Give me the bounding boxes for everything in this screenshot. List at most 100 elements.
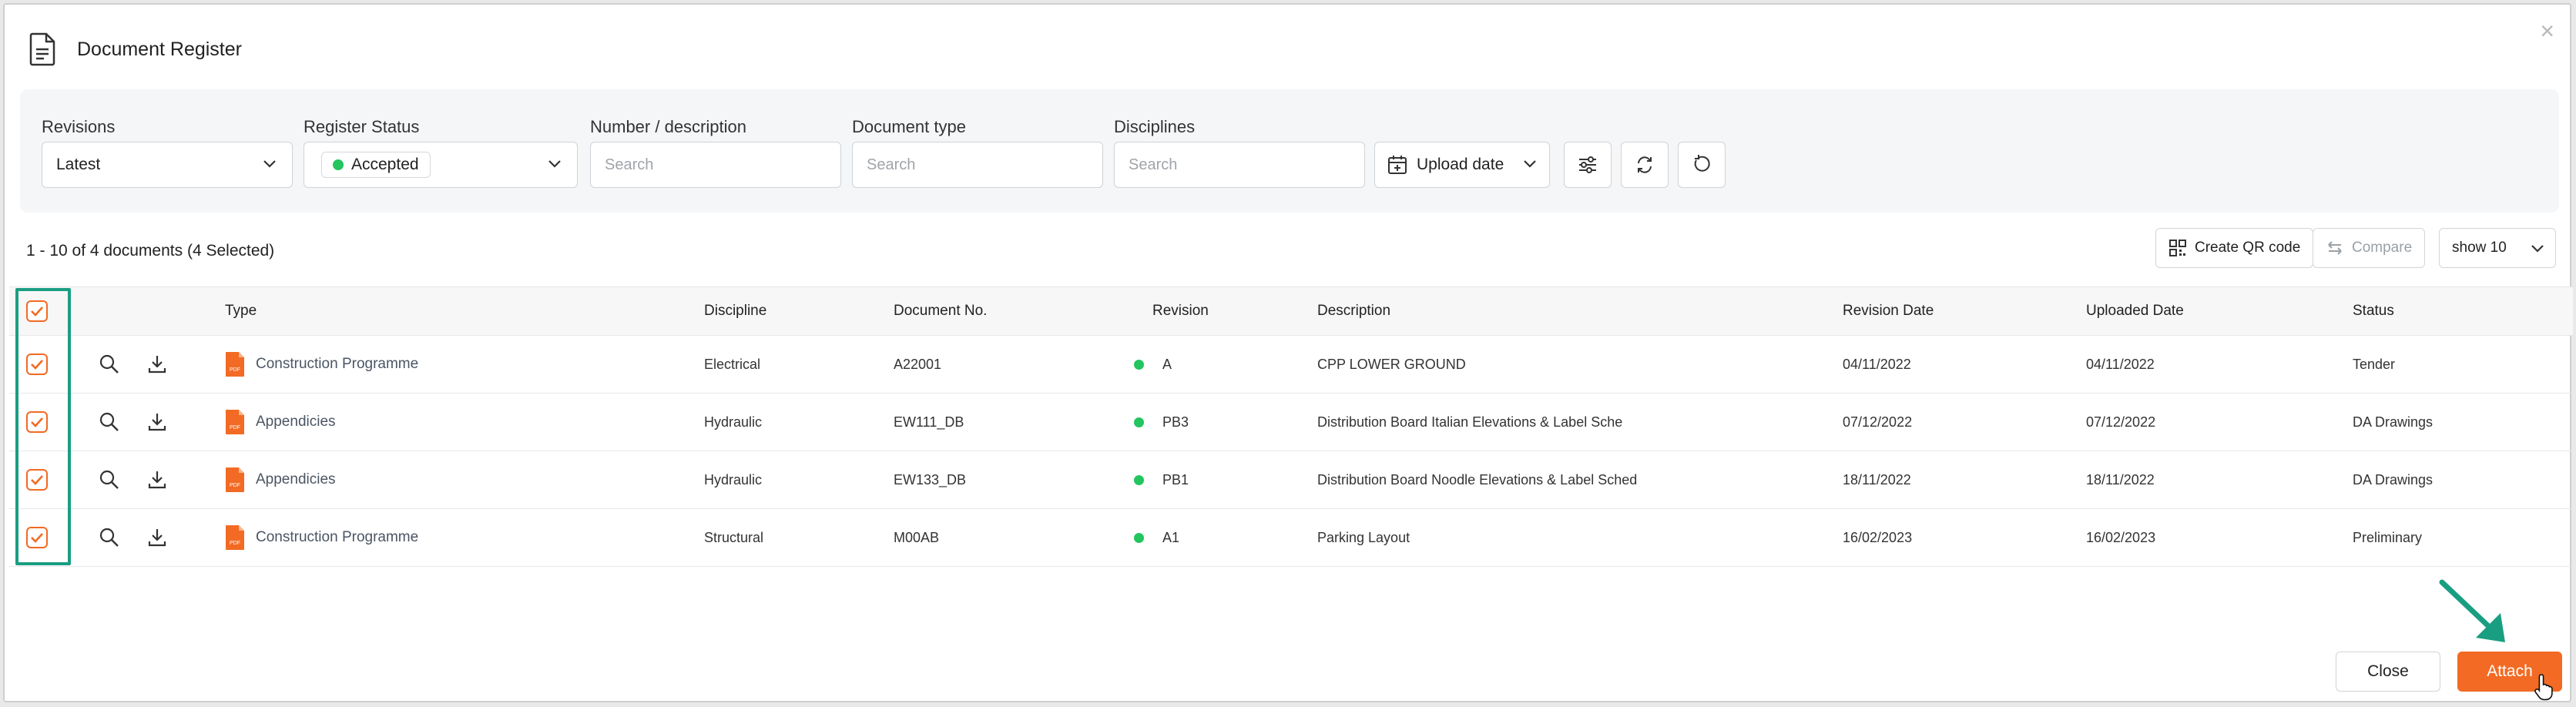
pdf-badge-text: PDF — [230, 483, 240, 488]
chevron-down-icon — [2531, 245, 2544, 253]
table-row[interactable]: PDF Appendicies Hydraulic EW133_DB PB1 D… — [9, 451, 2573, 509]
chevron-down-icon — [548, 160, 561, 168]
modal-title: Document Register — [77, 38, 242, 60]
document-type-input[interactable] — [867, 156, 1088, 174]
result-count: 1 - 10 of 4 documents (4 Selected) — [26, 242, 275, 260]
revision-status-dot — [1134, 417, 1144, 427]
column-header-description[interactable]: Description — [1317, 303, 1391, 319]
search-icon — [99, 470, 119, 489]
revision-cell: PB1 — [1134, 451, 1189, 508]
uploaded-date-cell: 07/12/2022 — [2086, 414, 2156, 430]
close-button[interactable]: Close — [2336, 652, 2440, 692]
date-filter-select[interactable]: Upload date — [1374, 142, 1550, 188]
check-icon — [31, 417, 43, 427]
row-select-cell — [26, 451, 48, 508]
download-action[interactable] — [146, 451, 168, 508]
row-checkbox[interactable] — [26, 411, 48, 433]
preview-action[interactable] — [99, 336, 120, 393]
row-select-cell — [26, 336, 48, 393]
discipline-cell: Electrical — [704, 356, 761, 372]
type-link[interactable]: Appendicies — [256, 414, 336, 430]
download-action[interactable] — [146, 394, 168, 451]
reset-icon — [1694, 155, 1710, 172]
number-description-input[interactable] — [605, 156, 827, 174]
disciplines-field[interactable] — [1114, 142, 1365, 188]
type-cell[interactable]: PDF Appendicies — [225, 451, 336, 508]
status-cell: DA Drawings — [2353, 414, 2433, 430]
select-all-checkbox[interactable] — [26, 300, 48, 322]
document-no-cell: EW111_DB — [894, 414, 964, 430]
pdf-file-icon: PDF — [226, 410, 244, 434]
type-cell[interactable]: PDF Construction Programme — [225, 509, 418, 566]
column-header-status[interactable]: Status — [2353, 303, 2394, 319]
discipline-cell: Hydraulic — [704, 471, 763, 488]
attach-button[interactable]: Attach — [2457, 652, 2562, 692]
revisions-select[interactable]: Latest — [42, 142, 293, 188]
revision-date-cell: 07/12/2022 — [1843, 414, 1913, 430]
register-status-value: Accepted — [351, 156, 419, 173]
sync-button[interactable] — [1621, 142, 1669, 188]
uploaded-date-cell: 16/02/2023 — [2086, 529, 2156, 545]
column-header-document-no[interactable]: Document No. — [894, 303, 988, 319]
uploaded-date-cell: 04/11/2022 — [2086, 356, 2155, 372]
preview-action[interactable] — [99, 451, 120, 508]
description-cell: Parking Layout — [1317, 529, 1410, 545]
document-type-field[interactable] — [852, 142, 1103, 188]
disciplines-label: Disciplines — [1114, 117, 1196, 136]
page-size-select[interactable]: show 10 — [2439, 228, 2556, 268]
revision-status-dot — [1134, 359, 1144, 370]
table-row[interactable]: PDF Appendicies Hydraulic EW111_DB PB3 D… — [9, 394, 2573, 451]
check-icon — [31, 475, 43, 485]
search-icon — [99, 412, 119, 431]
compare-arrows-icon — [2328, 241, 2342, 255]
create-qr-code-button[interactable]: Create QR code — [2155, 228, 2314, 268]
table-row[interactable]: PDF Construction Programme Electrical A2… — [9, 336, 2573, 394]
revision-date-cell: 16/02/2023 — [1843, 529, 1913, 545]
preview-action[interactable] — [99, 394, 120, 451]
preview-action[interactable] — [99, 509, 120, 566]
download-action[interactable] — [146, 509, 168, 566]
type-cell[interactable]: PDF Construction Programme — [225, 336, 418, 393]
row-checkbox[interactable] — [26, 469, 48, 491]
row-checkbox[interactable] — [26, 527, 48, 548]
table-row[interactable]: PDF Construction Programme Structural M0… — [9, 509, 2573, 567]
row-select-cell — [26, 394, 48, 451]
column-header-revision-date[interactable]: Revision Date — [1843, 303, 1934, 319]
status-cell: Tender — [2353, 356, 2396, 372]
download-action[interactable] — [146, 336, 168, 393]
compare-label: Compare — [2352, 240, 2413, 256]
sliders-icon — [1579, 156, 1596, 173]
description-cell: Distribution Board Noodle Elevations & L… — [1317, 471, 1638, 488]
reset-filters-button[interactable] — [1678, 142, 1726, 188]
status-cell: Preliminary — [2353, 529, 2423, 545]
chevron-down-icon — [263, 160, 276, 168]
type-cell[interactable]: PDF Appendicies — [225, 394, 336, 451]
compare-button[interactable]: Compare — [2313, 228, 2426, 268]
column-header-type[interactable]: Type — [225, 303, 257, 319]
date-filter-value: Upload date — [1417, 156, 1504, 173]
column-header-revision[interactable]: Revision — [1152, 303, 1209, 319]
advanced-filters-button[interactable] — [1564, 142, 1612, 188]
type-link[interactable]: Appendicies — [256, 471, 336, 488]
close-icon[interactable]: × — [2540, 17, 2554, 45]
discipline-cell: Structural — [704, 529, 764, 545]
column-header-discipline[interactable]: Discipline — [704, 303, 767, 319]
row-checkbox[interactable] — [26, 354, 48, 375]
qr-code-icon — [2169, 240, 2186, 256]
download-icon — [148, 529, 166, 547]
document-icon — [29, 32, 55, 66]
document-no-cell: EW133_DB — [894, 471, 967, 488]
column-header-uploaded-date[interactable]: Uploaded Date — [2086, 303, 2184, 319]
document-register-modal: Document Register × Revisions Latest Reg… — [3, 3, 2573, 702]
disciplines-input[interactable] — [1129, 156, 1350, 174]
register-status-select[interactable]: Accepted — [304, 142, 578, 188]
pdf-badge-text: PDF — [230, 367, 240, 373]
status-cell: DA Drawings — [2353, 471, 2433, 488]
number-description-field[interactable] — [590, 142, 841, 188]
document-no-cell: M00AB — [894, 529, 940, 545]
type-link[interactable]: Construction Programme — [256, 356, 419, 372]
filter-bar: Revisions Latest Register Status Accepte… — [20, 89, 2559, 213]
document-no-cell: A22001 — [894, 356, 942, 372]
number-description-label: Number / description — [590, 117, 746, 136]
type-link[interactable]: Construction Programme — [256, 529, 419, 545]
